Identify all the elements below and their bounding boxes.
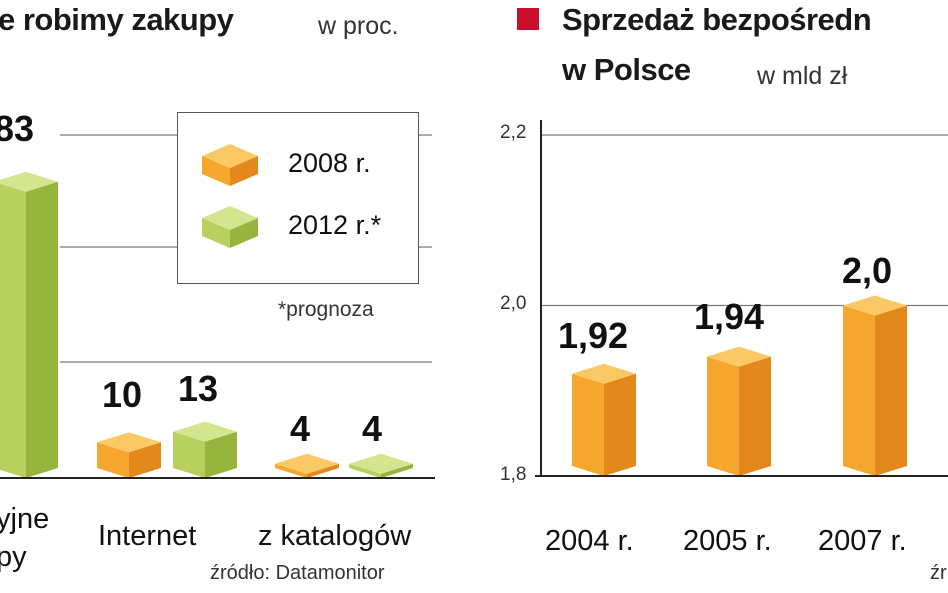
value-label-trad-2012: 83 <box>0 108 35 149</box>
value-label-2005: 1,94 <box>694 296 765 337</box>
legend-label-2012: 2012 r.* <box>288 210 382 240</box>
y-tick-label-2-2: 2,2 <box>500 122 527 143</box>
right-chart-title-marker <box>517 8 539 30</box>
category-label-2005: 2005 r. <box>683 525 772 557</box>
value-label-2004: 1,92 <box>558 315 629 356</box>
right-chart-title-line1: Sprzedaż bezpośredn <box>562 2 872 37</box>
category-label-traditional-line1: yjne <box>0 503 50 535</box>
bar-year-0 <box>572 363 636 476</box>
y-tick-label-2-0: 2,0 <box>500 293 527 314</box>
bar-0-1 <box>0 171 58 478</box>
y-tick-label-1-8: 1,8 <box>500 464 527 485</box>
legend-swatch-2008 <box>202 144 258 186</box>
bar-2-1 <box>349 453 413 478</box>
category-label-2004: 2004 r. <box>545 525 634 557</box>
right-chart-unit: w mld zł <box>757 62 848 90</box>
category-label-internet: Internet <box>98 520 197 552</box>
category-label-2007: 2007 r. <box>818 525 907 557</box>
legend-label-2008: 2008 r. <box>288 148 371 178</box>
left-chart-source: źródło: Datamonitor <box>210 562 385 584</box>
value-label-2007: 2,0 <box>842 250 893 291</box>
category-label-traditional: yjne py <box>0 500 49 576</box>
forecast-note: *prognoza <box>278 298 374 321</box>
value-label-catalog-2008: 4 <box>290 408 311 449</box>
legend-box <box>177 112 419 284</box>
bar-year-1 <box>707 346 771 476</box>
left-chart-title: e robimy zakupy <box>0 2 234 37</box>
right-chart-title-line2: w Polsce <box>562 52 691 87</box>
bar-1-1 <box>173 421 237 478</box>
bar-year-2 <box>843 295 907 476</box>
bar-2-0 <box>275 453 339 478</box>
right-chart-source: źr <box>930 562 947 584</box>
category-label-traditional-line2: py <box>0 541 27 573</box>
value-label-internet-2012: 13 <box>178 368 219 409</box>
legend-swatch-2012 <box>202 206 258 248</box>
category-label-catalog: z katalogów <box>258 520 412 552</box>
left-chart-unit: w proc. <box>318 12 399 40</box>
bar-1-0 <box>97 432 161 478</box>
value-label-catalog-2012: 4 <box>362 408 383 449</box>
value-label-internet-2008: 10 <box>102 374 143 415</box>
